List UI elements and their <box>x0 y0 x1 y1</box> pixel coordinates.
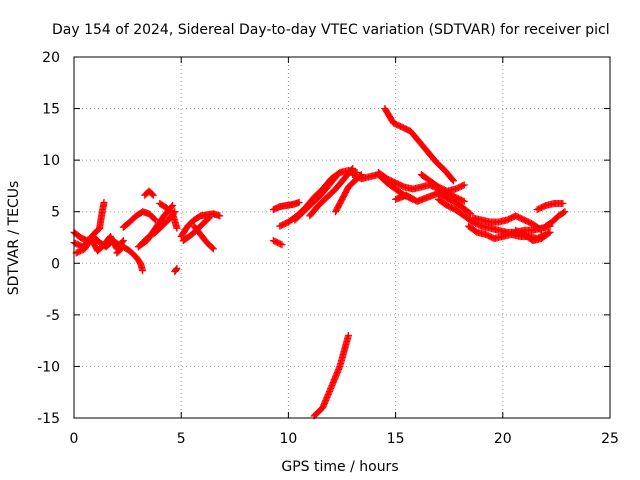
x-tick-label: 25 <box>601 431 619 447</box>
y-tick-labels: -15 -10 -5 0 5 10 15 20 <box>37 50 60 427</box>
plot-frame <box>73 56 611 419</box>
x-tick-label: 5 <box>177 431 186 447</box>
series-arc-ac <box>469 212 545 234</box>
series-arc-s <box>306 164 357 220</box>
series-arc-w <box>381 105 457 185</box>
series-arc-n <box>179 214 213 245</box>
x-tick-label: 0 <box>70 431 79 447</box>
y-tick-label: -10 <box>37 359 60 375</box>
series-arc-g <box>141 187 157 199</box>
y-tick-label: -15 <box>37 411 60 427</box>
y-tick-label: 0 <box>51 256 60 272</box>
y-tick-label: 10 <box>42 153 60 169</box>
series-arc-j <box>156 199 181 232</box>
axis-ticks <box>73 56 611 419</box>
series-arc-y <box>392 189 475 218</box>
x-tick-label: 15 <box>387 431 405 447</box>
y-tick-label: 15 <box>42 102 60 118</box>
series-arc-ad <box>512 226 554 245</box>
series-arc-k <box>171 264 181 276</box>
series-arc-ae <box>533 199 567 214</box>
series-arc-u <box>310 331 352 420</box>
chart-title: Day 154 of 2024, Sidereal Day-to-day VTE… <box>52 22 610 38</box>
series-arc-e <box>119 208 159 231</box>
x-tick-labels: 0 5 10 15 20 25 <box>70 431 619 447</box>
y-tick-label: 20 <box>42 50 60 66</box>
series-arc-m <box>190 222 217 253</box>
x-axis-label: GPS time / hours <box>281 459 398 475</box>
series-arc-o <box>269 198 303 214</box>
series-arc-c <box>72 224 104 257</box>
x-tick-label: 20 <box>494 431 512 447</box>
series-arc-f <box>113 243 147 275</box>
series-arc-r <box>291 171 342 224</box>
x-tick-label: 10 <box>279 431 297 447</box>
y-axis-label: SDTVAR / TECUs <box>6 181 22 296</box>
series-arc-p <box>269 237 286 249</box>
y-tick-label: -5 <box>46 308 60 324</box>
series-arc-af <box>542 208 569 230</box>
series-arc-d <box>96 198 108 231</box>
series-arc-z <box>417 171 468 195</box>
series-arc-l <box>177 210 224 240</box>
data-points <box>70 105 569 420</box>
y-tick-label: 5 <box>51 205 60 221</box>
